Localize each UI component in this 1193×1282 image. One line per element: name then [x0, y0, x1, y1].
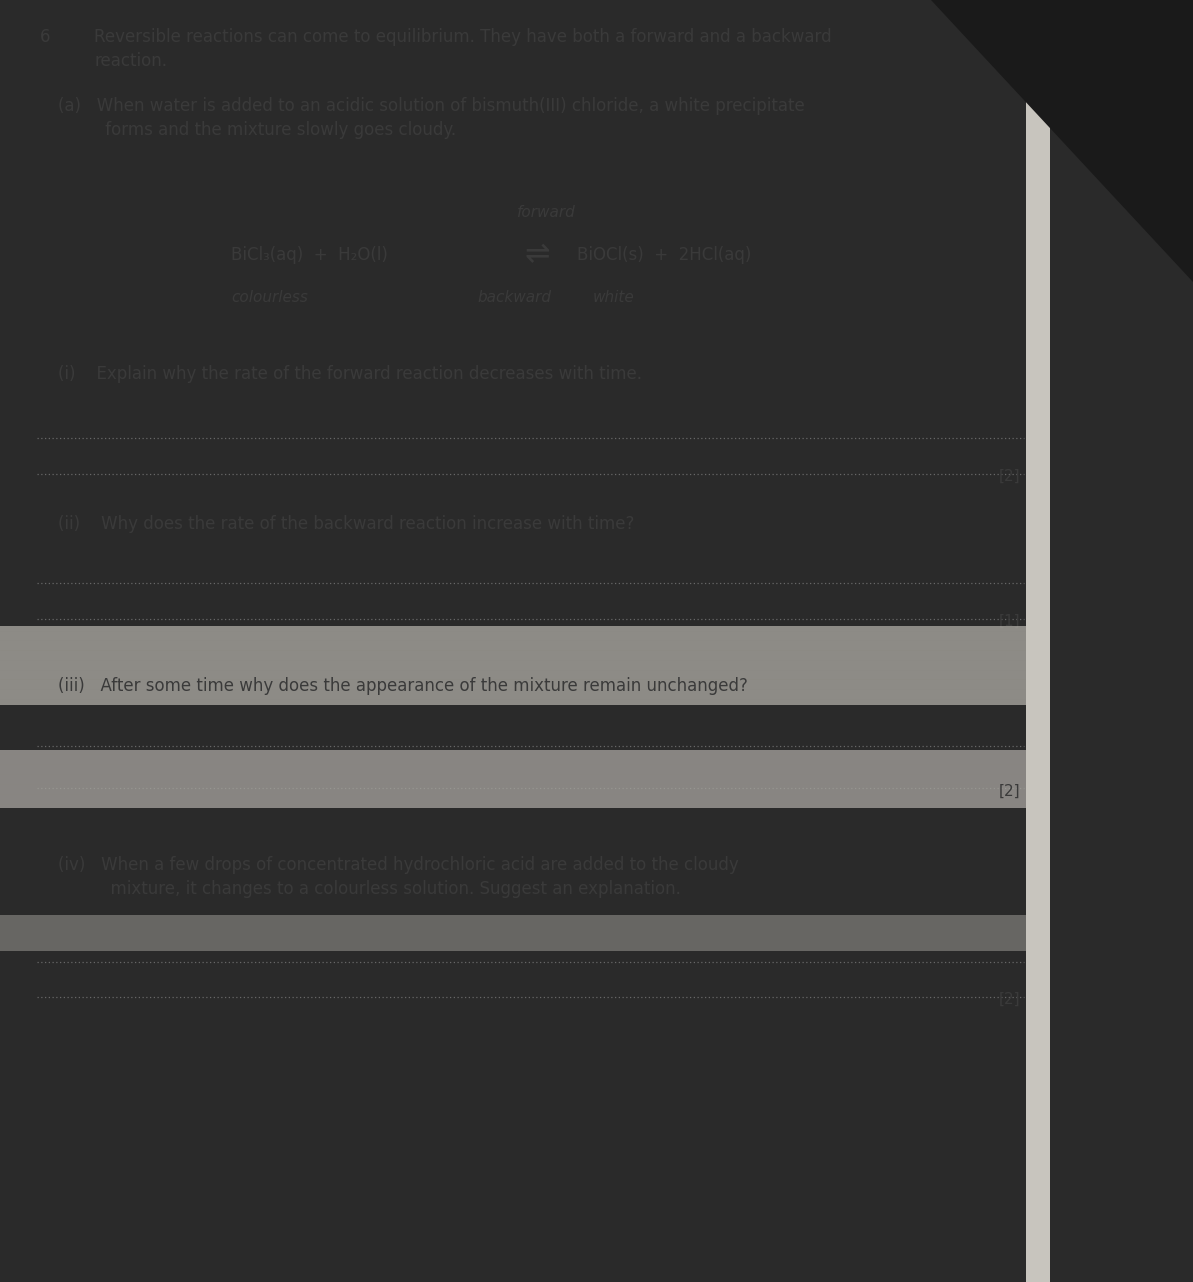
- Text: $\rightleftharpoons$: $\rightleftharpoons$: [519, 240, 551, 269]
- Text: forward: forward: [517, 205, 575, 221]
- Text: Reversible reactions can come to equilibrium. They have both a forward and a bac: Reversible reactions can come to equilib…: [94, 28, 832, 69]
- Text: (ii)    Why does the rate of the backward reaction increase with time?: (ii) Why does the rate of the backward r…: [57, 515, 635, 533]
- Text: (iv)   When a few drops of concentrated hydrochloric acid are added to the cloud: (iv) When a few drops of concentrated hy…: [57, 856, 738, 897]
- Polygon shape: [931, 0, 1193, 282]
- Text: white: white: [593, 290, 635, 305]
- Text: [2]: [2]: [999, 469, 1020, 485]
- Text: [2]: [2]: [999, 992, 1020, 1008]
- Text: BiCl₃(aq)  +  H₂O(l): BiCl₃(aq) + H₂O(l): [231, 246, 388, 264]
- FancyBboxPatch shape: [1026, 0, 1050, 1282]
- Text: backward: backward: [477, 290, 551, 305]
- Text: (i)    Explain why the rate of the forward reaction decreases with time.: (i) Explain why the rate of the forward …: [57, 365, 642, 383]
- Text: colourless: colourless: [231, 290, 308, 305]
- Text: (iii)   After some time why does the appearance of the mixture remain unchanged?: (iii) After some time why does the appea…: [57, 677, 748, 695]
- Text: (a)   When water is added to an acidic solution of bismuth(III) chloride, a whit: (a) When water is added to an acidic sol…: [57, 97, 804, 138]
- Text: [2]: [2]: [999, 783, 1020, 799]
- Text: 6: 6: [39, 28, 50, 46]
- Text: [1]: [1]: [999, 614, 1020, 629]
- Text: BiOCl(s)  +  2HCl(aq): BiOCl(s) + 2HCl(aq): [577, 246, 752, 264]
- FancyBboxPatch shape: [0, 915, 1050, 951]
- FancyBboxPatch shape: [0, 750, 1050, 808]
- FancyBboxPatch shape: [0, 626, 1050, 705]
